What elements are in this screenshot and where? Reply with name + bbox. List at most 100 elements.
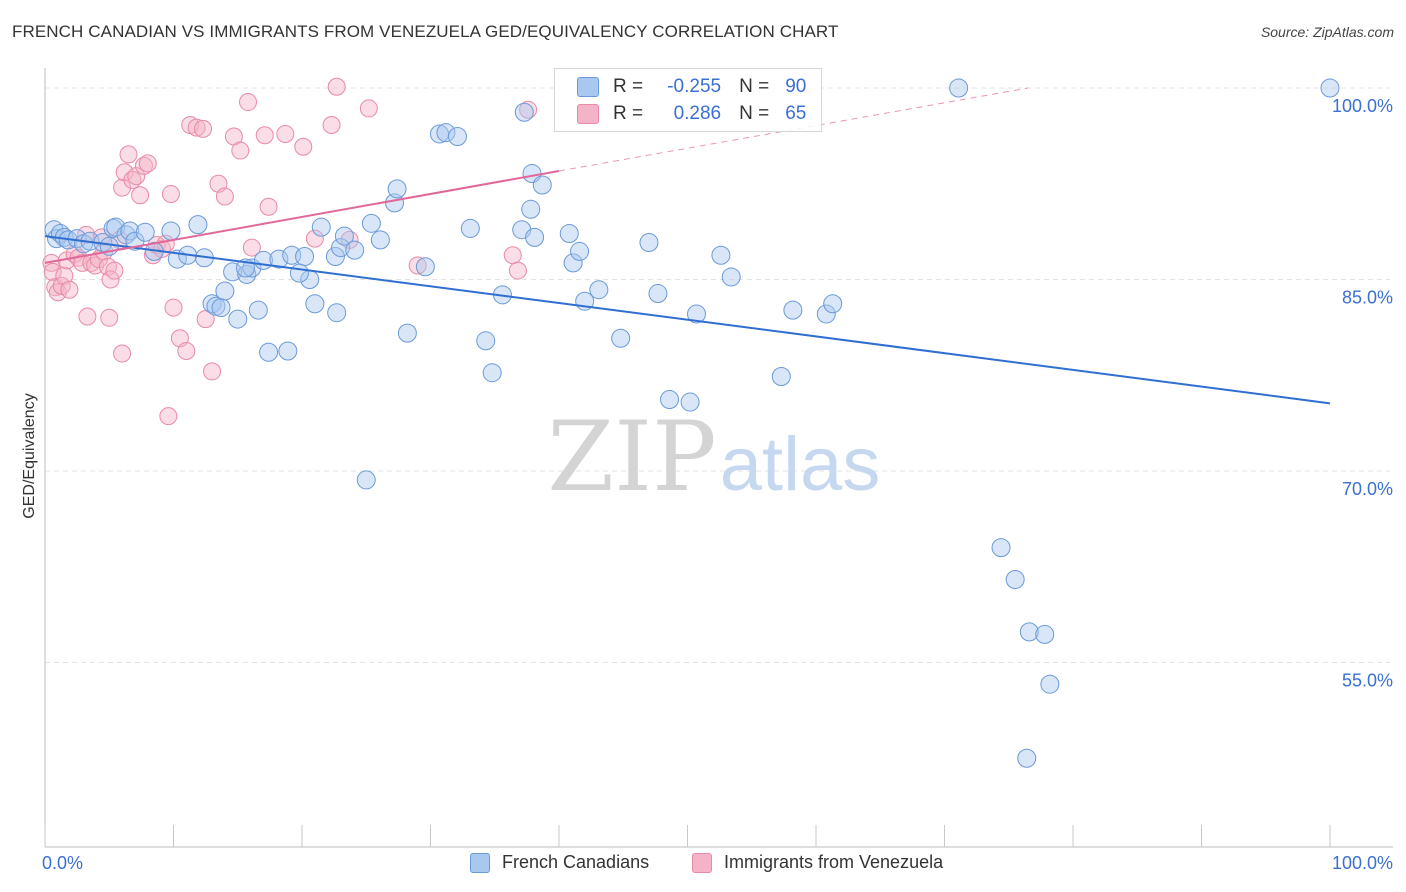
french-canadian-point bbox=[448, 128, 466, 146]
french-canadian-point bbox=[229, 310, 247, 328]
venezuela-point bbox=[101, 309, 118, 326]
french-canadian-point bbox=[362, 214, 380, 232]
french-canadian-point bbox=[522, 200, 540, 218]
venezuela-point bbox=[509, 262, 526, 279]
venezuela-point bbox=[204, 363, 221, 380]
french-canadian-point bbox=[1018, 749, 1036, 767]
french-canadian-point bbox=[1321, 79, 1339, 97]
venezuela-point bbox=[323, 117, 340, 134]
legend-r-value: 0.286 bbox=[651, 103, 721, 125]
french-canadian-point bbox=[371, 231, 389, 249]
series-legend-label: French Canadians bbox=[502, 852, 649, 873]
y-tick-label: 100.0% bbox=[1332, 96, 1393, 116]
series-swatch-blue bbox=[470, 853, 490, 873]
french-canadian-point bbox=[533, 176, 551, 194]
y-tick-label: 55.0% bbox=[1342, 671, 1393, 691]
french-canadian-point bbox=[1041, 675, 1059, 693]
french-canadian-point bbox=[515, 103, 533, 121]
y-axis-label: GED/Equivalency bbox=[21, 393, 38, 518]
french-canadian-point bbox=[346, 241, 364, 259]
tick-labels: 55.0%70.0%85.0%100.0%0.0% 100.0% bbox=[42, 96, 1393, 873]
french-canadian-point bbox=[388, 180, 406, 198]
legend-r-value: -0.255 bbox=[651, 76, 721, 98]
venezuela-point bbox=[106, 262, 123, 279]
venezuela-point bbox=[120, 146, 137, 163]
french-canadian-point bbox=[162, 222, 180, 240]
venezuela-point bbox=[240, 94, 257, 111]
y-tick-label: 70.0% bbox=[1342, 479, 1393, 499]
french-canadian-point bbox=[290, 264, 308, 282]
venezuela-point bbox=[139, 155, 156, 172]
french-canadian-point bbox=[483, 364, 501, 382]
watermark-atlas: atlas bbox=[720, 422, 881, 507]
series-legend: French Canadians Immigrants from Venezue… bbox=[0, 852, 1406, 876]
french-canadian-point bbox=[260, 343, 278, 361]
venezuela-point bbox=[114, 345, 131, 362]
french-canadian-point bbox=[279, 342, 297, 360]
french-canadian-point bbox=[681, 393, 699, 411]
series-swatch-pink bbox=[692, 853, 712, 873]
french-canadian-point bbox=[950, 79, 968, 97]
french-canadian-point bbox=[212, 299, 230, 317]
series-legend-french-canadians: French Canadians bbox=[470, 852, 649, 873]
legend-swatch-blue bbox=[577, 77, 599, 97]
venezuela-point bbox=[260, 198, 277, 215]
french-canadian-point bbox=[1006, 571, 1024, 589]
french-canadian-point bbox=[649, 285, 667, 303]
french-canadian-point bbox=[526, 228, 544, 246]
french-canadian-point bbox=[216, 282, 234, 300]
venezuela-point bbox=[216, 188, 233, 205]
legend-r-label: R = bbox=[613, 103, 643, 125]
legend-n-value: 65 bbox=[785, 103, 806, 125]
french-canadian-point bbox=[722, 268, 740, 286]
watermark: ZIP atlas bbox=[547, 401, 880, 513]
french-canadian-point bbox=[136, 223, 154, 241]
french-canadian-point bbox=[992, 539, 1010, 557]
french-canadian-point bbox=[312, 218, 330, 236]
venezuela-point bbox=[132, 187, 149, 204]
french-canadian-point bbox=[189, 216, 207, 234]
venezuela-point bbox=[165, 299, 182, 316]
venezuela-point bbox=[61, 281, 78, 298]
french-canadian-point bbox=[824, 295, 842, 313]
legend-row-french-canadians: R = -0.255 N = 90 bbox=[577, 75, 806, 99]
french-canadian-point bbox=[477, 332, 495, 350]
french-canadian-point bbox=[590, 281, 608, 299]
venezuela-point bbox=[160, 408, 177, 425]
series-legend-venezuela: Immigrants from Venezuela bbox=[692, 852, 943, 873]
correlation-legend: R = -0.255 N = 90 R = 0.286 N = 65 bbox=[554, 68, 822, 132]
legend-n-label: N = bbox=[739, 103, 769, 125]
french-canadian-point bbox=[1036, 625, 1054, 643]
french-canadian-point bbox=[328, 304, 346, 322]
venezuela-point bbox=[232, 142, 249, 159]
venezuela-point bbox=[360, 100, 377, 117]
french-canadian-point bbox=[560, 225, 578, 243]
french-canadian-point bbox=[571, 242, 589, 260]
legend-n-label: N = bbox=[739, 76, 769, 98]
venezuela-point bbox=[295, 138, 312, 155]
venezuela-point bbox=[504, 247, 521, 264]
grid bbox=[45, 88, 1390, 663]
legend-r-label: R = bbox=[613, 76, 643, 98]
venezuela-point bbox=[162, 185, 179, 202]
french-canadian-point bbox=[398, 324, 416, 342]
french-canadian-point bbox=[306, 295, 324, 313]
french-canadian-point bbox=[772, 368, 790, 386]
french-canadian-point bbox=[416, 258, 434, 276]
venezuela-point bbox=[256, 127, 273, 144]
legend-swatch-pink bbox=[577, 104, 599, 124]
venezuela-point bbox=[79, 308, 96, 325]
french-canadian-point bbox=[357, 471, 375, 489]
scatter-chart: ZIP atlas 55.0%70.0%85.0%100.0%0.0% 100.0… bbox=[0, 0, 1406, 892]
venezuela-point bbox=[277, 125, 294, 142]
french-canadian-point bbox=[640, 233, 658, 251]
venezuela-point bbox=[328, 78, 345, 95]
french-canadian-point bbox=[612, 329, 630, 347]
french-canadian-point bbox=[712, 246, 730, 264]
french-canadian-point bbox=[249, 301, 267, 319]
french-canadian-point bbox=[296, 248, 314, 266]
legend-row-venezuela: R = 0.286 N = 65 bbox=[577, 102, 806, 126]
y-tick-label: 85.0% bbox=[1342, 288, 1393, 308]
legend-n-value: 90 bbox=[785, 76, 806, 98]
series-legend-label: Immigrants from Venezuela bbox=[724, 852, 943, 873]
